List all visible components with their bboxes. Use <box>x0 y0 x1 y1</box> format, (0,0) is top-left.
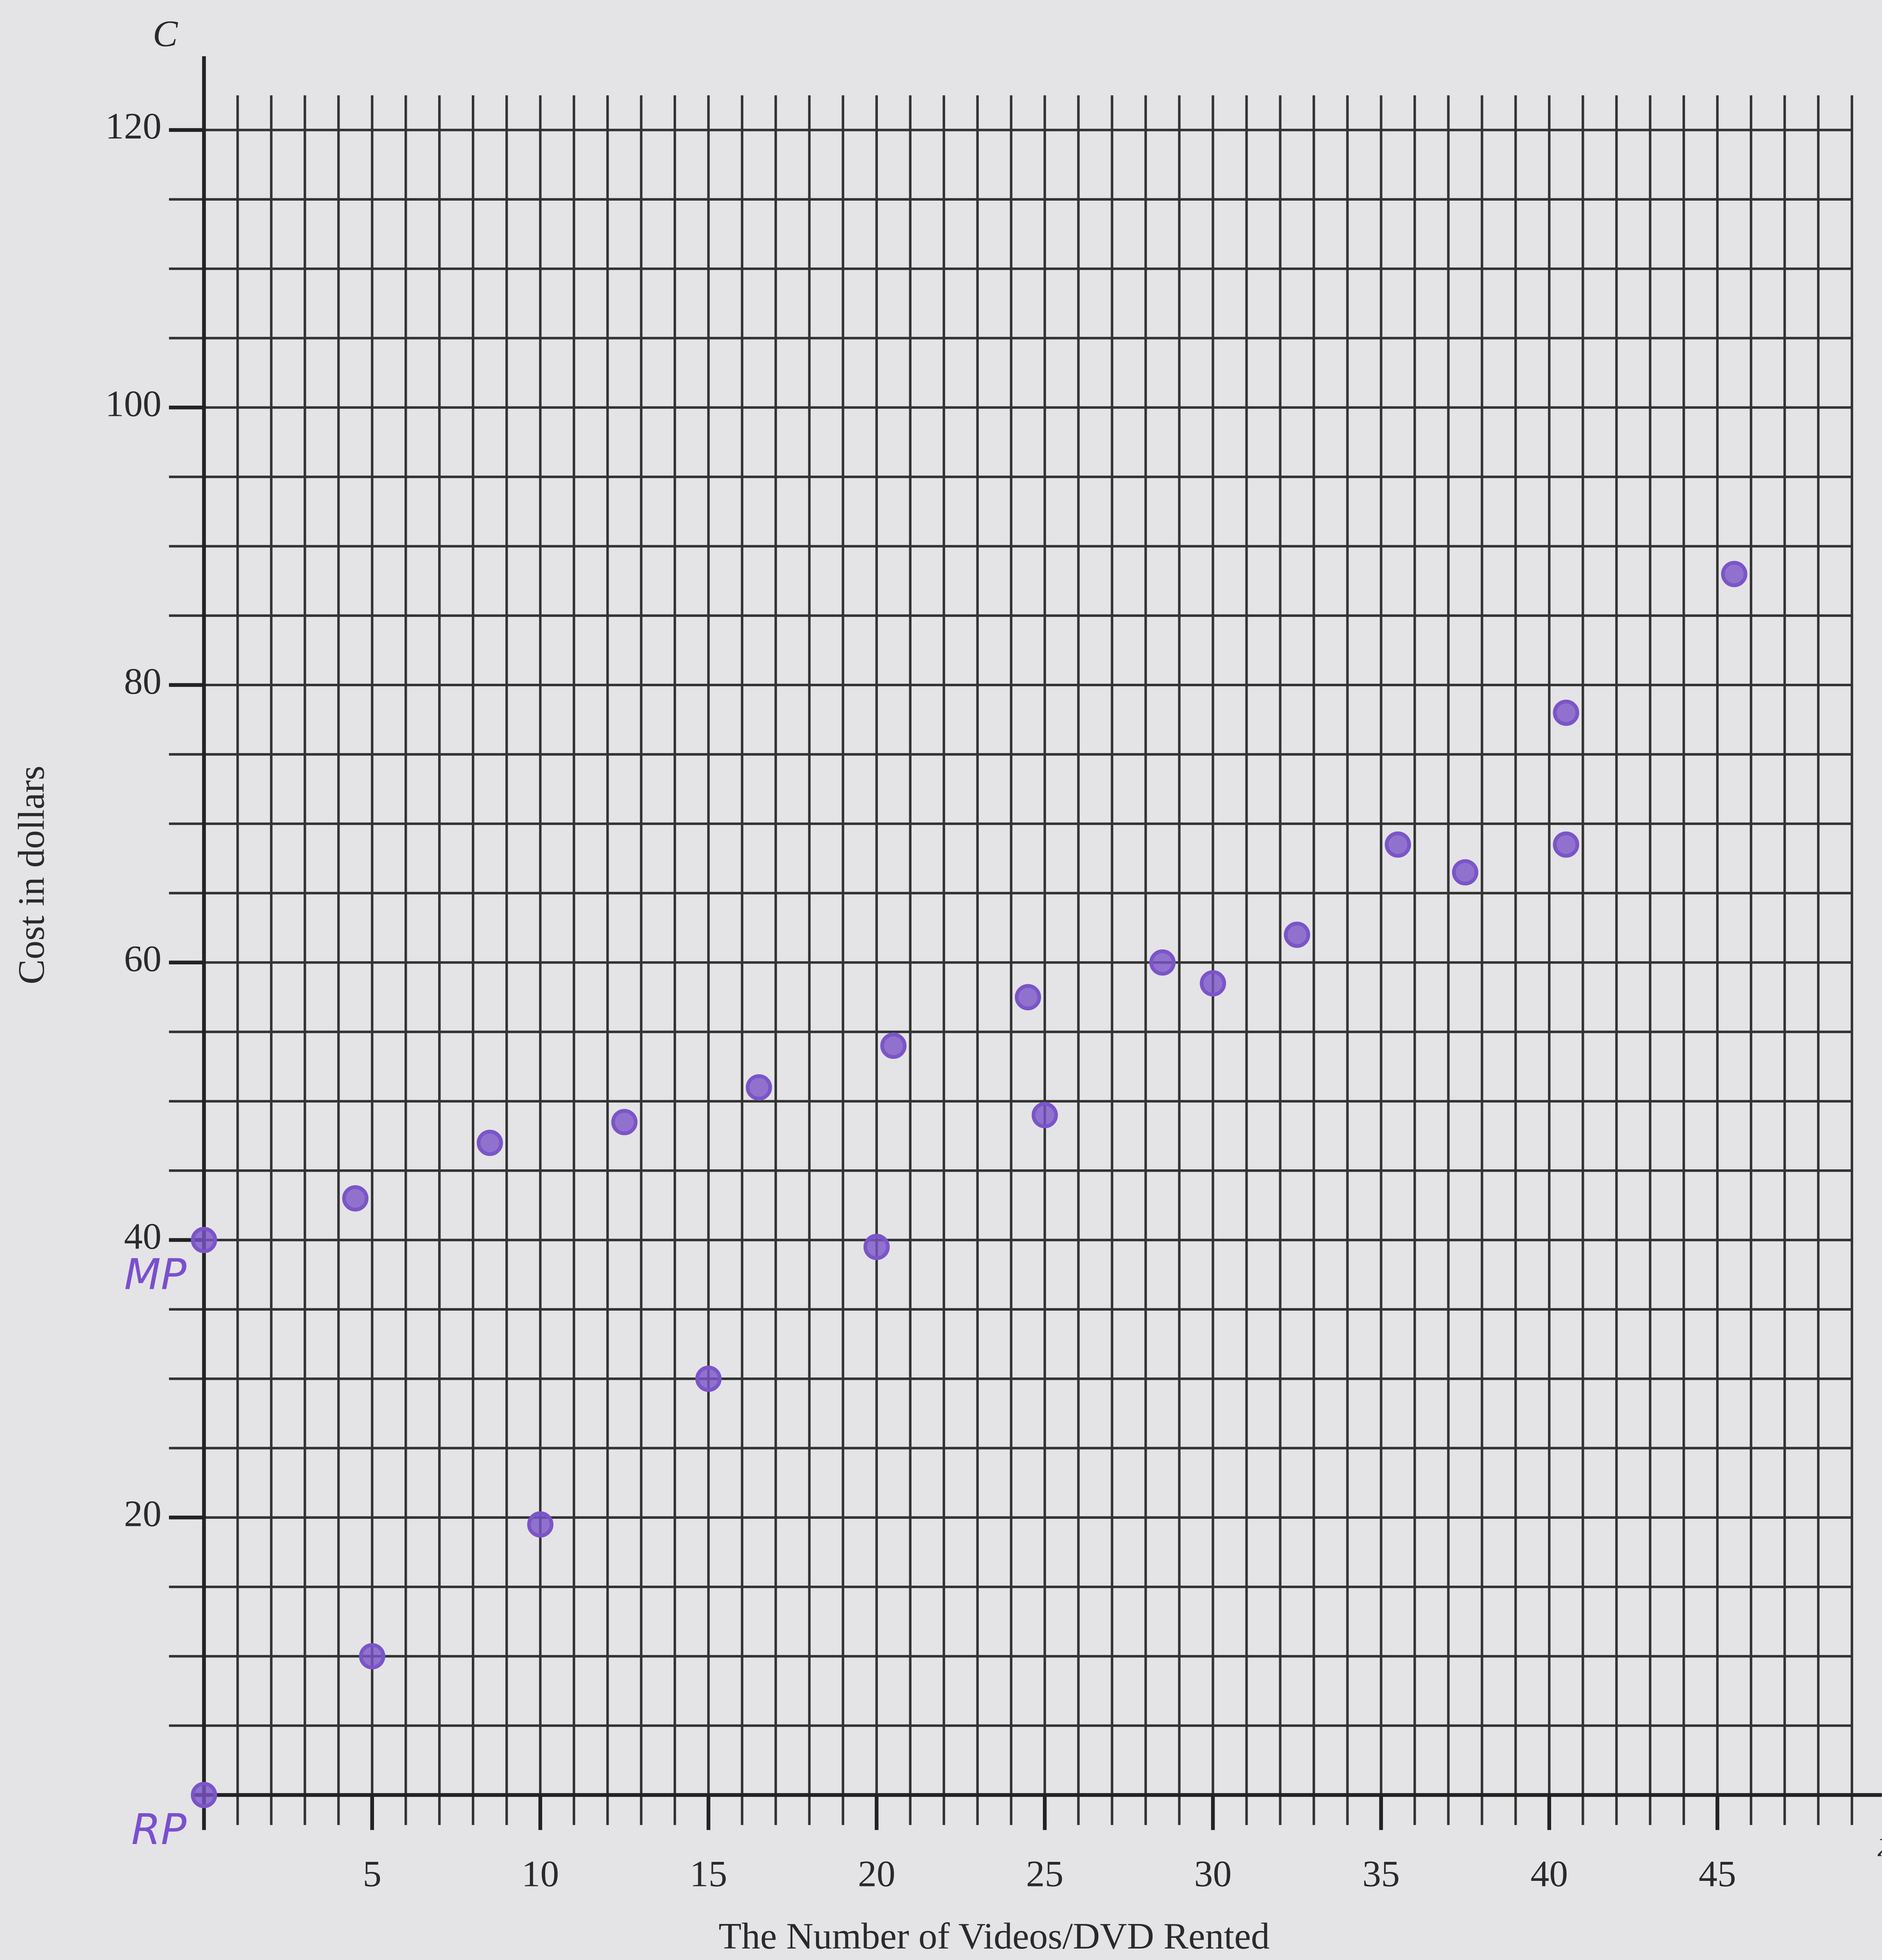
point <box>1033 1104 1056 1127</box>
x-tick-label: 30 <box>1194 1853 1232 1894</box>
x-tick-label: 20 <box>858 1853 895 1894</box>
point <box>1386 833 1409 856</box>
y-tick-label: 20 <box>124 1493 161 1535</box>
chart: The Number of Videos/DVD Rented Cost in … <box>0 0 1882 1960</box>
point <box>529 1513 552 1536</box>
point <box>193 1784 215 1806</box>
x-tick-label: 40 <box>1531 1853 1568 1894</box>
point <box>1555 702 1577 724</box>
x-tick-label: 15 <box>690 1853 727 1894</box>
series-label: MP <box>124 1250 187 1300</box>
point <box>865 1236 888 1258</box>
x-axis-label: The Number of Videos/DVD Rented <box>719 1916 1270 1957</box>
point <box>697 1368 720 1390</box>
y-axis-letter: C <box>153 13 179 55</box>
y-tick-label: 100 <box>105 383 161 425</box>
point <box>613 1111 636 1133</box>
point <box>479 1132 501 1154</box>
point <box>1555 833 1577 856</box>
x-tick-label: 5 <box>363 1853 382 1894</box>
y-axis-label: Cost in dollars <box>11 766 52 985</box>
point <box>344 1187 367 1210</box>
y-tick-label: 120 <box>105 106 161 147</box>
point <box>882 1034 905 1057</box>
point <box>1202 972 1224 994</box>
x-tick-label: 25 <box>1026 1853 1063 1894</box>
point <box>1723 563 1745 585</box>
point <box>1286 924 1308 946</box>
point <box>748 1076 770 1099</box>
y-tick-label: 80 <box>124 661 161 702</box>
point <box>193 1229 215 1251</box>
point <box>1454 861 1476 884</box>
x-tick-label: 45 <box>1699 1853 1736 1894</box>
point <box>1017 986 1039 1009</box>
x-axis-letter: x <box>1877 1823 1882 1864</box>
y-tick-label: 60 <box>124 938 161 979</box>
point <box>1151 951 1174 974</box>
point <box>361 1645 384 1668</box>
x-tick-label: 35 <box>1362 1853 1400 1894</box>
x-tick-label: 10 <box>522 1853 559 1894</box>
series-label: RP <box>131 1805 187 1854</box>
paper <box>0 0 1882 1960</box>
